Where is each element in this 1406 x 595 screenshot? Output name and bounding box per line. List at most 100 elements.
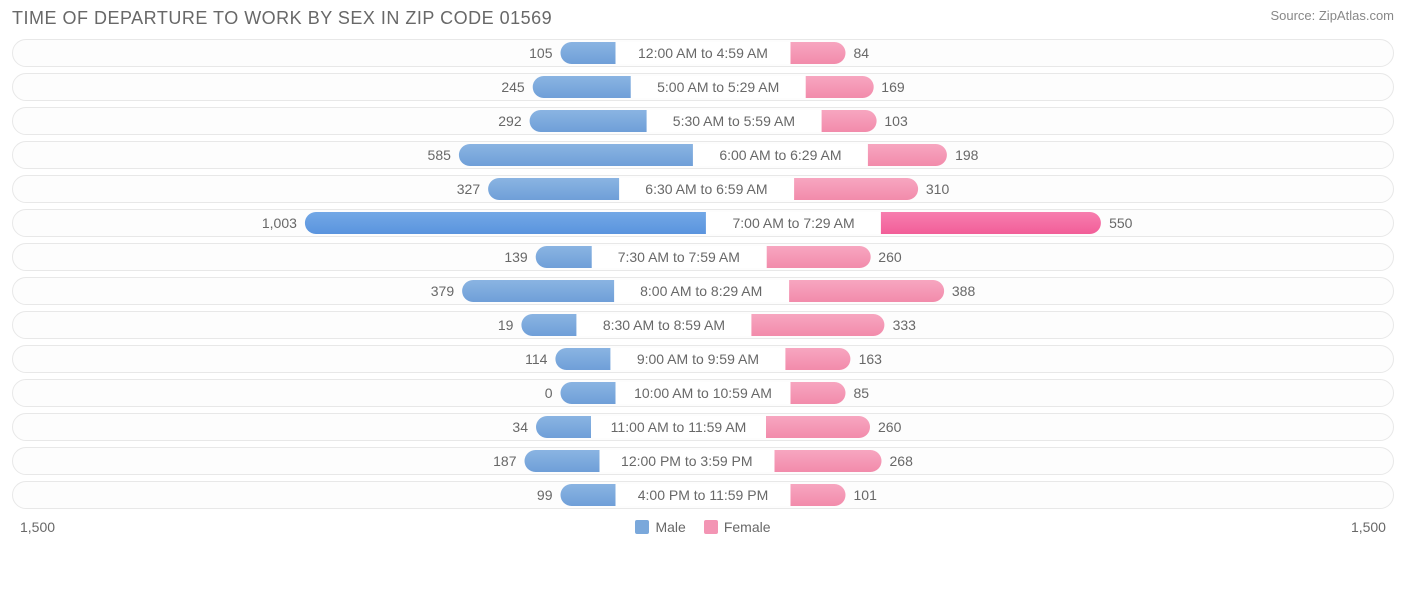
row-label: 7:30 AM to 7:59 AM <box>591 246 766 268</box>
value-female: 198 <box>947 144 978 166</box>
bar-female: 103 <box>821 110 876 132</box>
value-female: 260 <box>870 416 901 438</box>
bar-male: 379 <box>462 280 614 302</box>
value-female: 85 <box>846 382 870 404</box>
bar-female: 169 <box>806 76 874 98</box>
bar-female: 260 <box>766 246 870 268</box>
value-male: 379 <box>431 280 462 302</box>
legend-label-female: Female <box>724 519 771 535</box>
bar-male: 585 <box>459 144 693 166</box>
value-female: 550 <box>1101 212 1132 234</box>
value-male: 19 <box>498 314 522 336</box>
row-inner: 1,0037:00 AM to 7:29 AM550 <box>305 212 1101 234</box>
value-female: 101 <box>846 484 877 506</box>
row-inner: 1397:30 AM to 7:59 AM260 <box>536 246 871 268</box>
table-row: 18712:00 PM to 3:59 PM268 <box>12 447 1394 475</box>
value-female: 103 <box>876 110 907 132</box>
value-male: 292 <box>498 110 529 132</box>
bar-male: 0 <box>561 382 616 404</box>
value-female: 260 <box>870 246 901 268</box>
bar-male: 34 <box>536 416 591 438</box>
table-row: 198:30 AM to 8:59 AM333 <box>12 311 1394 339</box>
table-row: 1397:30 AM to 7:59 AM260 <box>12 243 1394 271</box>
bar-female: 388 <box>789 280 944 302</box>
table-row: 5856:00 AM to 6:29 AM198 <box>12 141 1394 169</box>
bar-male: 187 <box>525 450 600 472</box>
table-row: 2455:00 AM to 5:29 AM169 <box>12 73 1394 101</box>
row-inner: 18712:00 PM to 3:59 PM268 <box>525 450 882 472</box>
value-female: 268 <box>881 450 912 472</box>
bar-female: 163 <box>785 348 850 370</box>
legend-item-female: Female <box>704 519 771 535</box>
row-inner: 5856:00 AM to 6:29 AM198 <box>459 144 947 166</box>
row-label: 11:00 AM to 11:59 AM <box>591 416 766 438</box>
value-male: 1,003 <box>262 212 305 234</box>
row-label: 5:30 AM to 5:59 AM <box>646 110 821 132</box>
legend: Male Female <box>635 519 770 535</box>
row-label: 12:00 AM to 4:59 AM <box>616 42 791 64</box>
bar-male: 245 <box>533 76 631 98</box>
row-inner: 010:00 AM to 10:59 AM85 <box>561 382 846 404</box>
bar-female: 101 <box>791 484 846 506</box>
row-label: 10:00 AM to 10:59 AM <box>616 382 791 404</box>
value-female: 84 <box>846 42 870 64</box>
table-row: 3276:30 AM to 6:59 AM310 <box>12 175 1394 203</box>
bar-male: 105 <box>561 42 616 64</box>
table-row: 3798:00 AM to 8:29 AM388 <box>12 277 1394 305</box>
row-inner: 2925:30 AM to 5:59 AM103 <box>530 110 877 132</box>
bar-male: 114 <box>555 348 610 370</box>
row-inner: 3276:30 AM to 6:59 AM310 <box>488 178 918 200</box>
row-label: 6:30 AM to 6:59 AM <box>619 178 794 200</box>
row-label: 5:00 AM to 5:29 AM <box>631 76 806 98</box>
table-row: 1,0037:00 AM to 7:29 AM550 <box>12 209 1394 237</box>
value-male: 99 <box>537 484 561 506</box>
bar-female: 198 <box>868 144 947 166</box>
value-male: 34 <box>512 416 536 438</box>
bar-female: 260 <box>766 416 870 438</box>
value-male: 327 <box>457 178 488 200</box>
axis-max-left: 1,500 <box>20 519 55 535</box>
row-label: 7:00 AM to 7:29 AM <box>706 212 881 234</box>
table-row: 10512:00 AM to 4:59 AM84 <box>12 39 1394 67</box>
bar-male: 19 <box>521 314 576 336</box>
row-label: 8:30 AM to 8:59 AM <box>576 314 751 336</box>
row-label: 9:00 AM to 9:59 AM <box>610 348 785 370</box>
table-row: 010:00 AM to 10:59 AM 85 <box>12 379 1394 407</box>
chart-container: TIME OF DEPARTURE TO WORK BY SEX IN ZIP … <box>0 0 1406 539</box>
row-inner: 10512:00 AM to 4:59 AM84 <box>561 42 846 64</box>
value-female: 388 <box>944 280 975 302</box>
row-label: 4:00 PM to 11:59 PM <box>616 484 791 506</box>
value-male: 245 <box>501 76 532 98</box>
chart-header: TIME OF DEPARTURE TO WORK BY SEX IN ZIP … <box>12 8 1394 29</box>
row-label: 8:00 AM to 8:29 AM <box>614 280 789 302</box>
table-row: 3411:00 AM to 11:59 AM260 <box>12 413 1394 441</box>
bar-female: 550 <box>881 212 1101 234</box>
row-inner: 198:30 AM to 8:59 AM333 <box>521 314 884 336</box>
bar-female: 268 <box>774 450 881 472</box>
value-female: 333 <box>885 314 916 336</box>
row-inner: 3798:00 AM to 8:29 AM388 <box>462 280 944 302</box>
bar-female: 310 <box>794 178 918 200</box>
table-row: 2925:30 AM to 5:59 AM103 <box>12 107 1394 135</box>
row-label: 6:00 AM to 6:29 AM <box>693 144 868 166</box>
row-inner: 3411:00 AM to 11:59 AM260 <box>536 416 870 438</box>
row-inner: 994:00 PM to 11:59 PM101 <box>561 484 846 506</box>
value-male: 585 <box>428 144 459 166</box>
value-female: 169 <box>873 76 904 98</box>
row-inner: 1149:00 AM to 9:59 AM163 <box>555 348 850 370</box>
bar-female: 333 <box>751 314 884 336</box>
chart-title: TIME OF DEPARTURE TO WORK BY SEX IN ZIP … <box>12 8 552 29</box>
bar-male: 292 <box>530 110 647 132</box>
row-label: 12:00 PM to 3:59 PM <box>599 450 774 472</box>
value-male: 187 <box>493 450 524 472</box>
bar-male: 99 <box>561 484 616 506</box>
value-male: 139 <box>504 246 535 268</box>
table-row: 1149:00 AM to 9:59 AM163 <box>12 345 1394 373</box>
bar-male: 327 <box>488 178 619 200</box>
legend-swatch-female <box>704 520 718 534</box>
chart-footer: 1,500 Male Female 1,500 <box>12 515 1394 535</box>
value-male: 105 <box>529 42 560 64</box>
value-female: 310 <box>918 178 949 200</box>
bar-male: 139 <box>536 246 592 268</box>
chart-source: Source: ZipAtlas.com <box>1270 8 1394 23</box>
